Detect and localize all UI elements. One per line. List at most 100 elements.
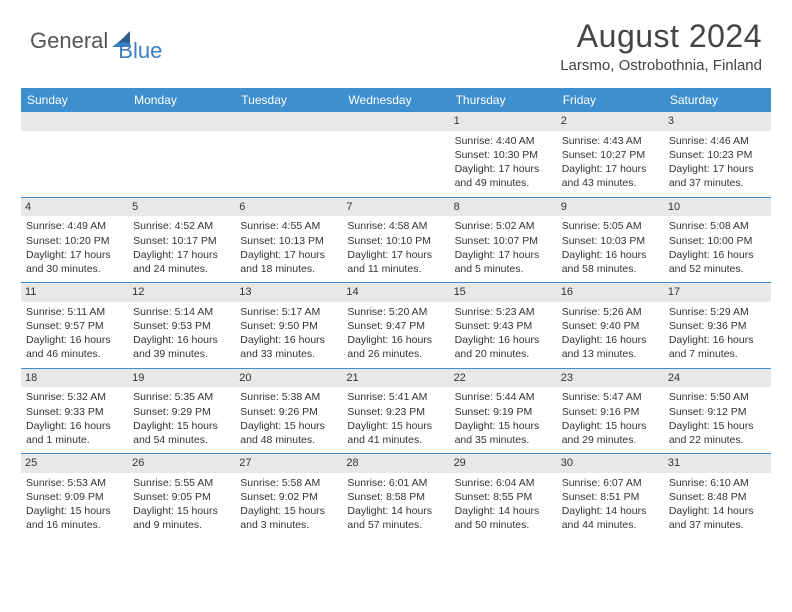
day-number bbox=[235, 112, 342, 131]
day-number: 27 bbox=[235, 454, 342, 473]
day-number bbox=[128, 112, 235, 131]
calendar-cell: 17 Sunrise: 5:29 AMSunset: 9:36 PMDayligh… bbox=[664, 283, 771, 369]
sunset-text: Sunset: 9:09 PM bbox=[26, 490, 123, 504]
daylight-text: Daylight: 16 hours and 46 minutes. bbox=[26, 333, 123, 361]
sunset-text: Sunset: 9:53 PM bbox=[133, 319, 230, 333]
sunset-text: Sunset: 9:05 PM bbox=[133, 490, 230, 504]
day-info: Sunrise: 5:58 AMSunset: 9:02 PMDaylight:… bbox=[240, 476, 337, 533]
sunrise-text: Sunrise: 5:58 AM bbox=[240, 476, 337, 490]
day-info: Sunrise: 5:55 AMSunset: 9:05 PMDaylight:… bbox=[133, 476, 230, 533]
sunset-text: Sunset: 8:51 PM bbox=[562, 490, 659, 504]
day-number: 6 bbox=[235, 198, 342, 217]
sunset-text: Sunset: 9:16 PM bbox=[562, 405, 659, 419]
calendar-week-row: 4Sunrise: 4:49 AMSunset: 10:20 PMDayligh… bbox=[21, 197, 771, 283]
sunrise-text: Sunrise: 5:55 AM bbox=[133, 476, 230, 490]
sunrise-text: Sunrise: 5:50 AM bbox=[669, 390, 766, 404]
calendar-cell: 28Sunrise: 6:01 AMSunset: 8:58 PMDayligh… bbox=[342, 454, 449, 539]
calendar-cell: 6 Sunrise: 4:55 AMSunset: 10:13 PMDayligh… bbox=[235, 197, 342, 283]
calendar-cell: 9Sunrise: 5:05 AMSunset: 10:03 PMDayligh… bbox=[557, 197, 664, 283]
calendar-week-row: 1Sunrise: 4:40 AMSunset: 10:30 PMDayligh… bbox=[21, 112, 771, 197]
daylight-text: Daylight: 16 hours and 26 minutes. bbox=[347, 333, 444, 361]
sunrise-text: Sunrise: 5:08 AM bbox=[669, 219, 766, 233]
day-info: Sunrise: 4:52 AMSunset: 10:17 PMDaylight… bbox=[133, 219, 230, 276]
day-number: 22 bbox=[450, 369, 557, 388]
sunrise-text: Sunrise: 5:26 AM bbox=[562, 305, 659, 319]
day-number: 13 bbox=[235, 283, 342, 302]
daylight-text: Daylight: 16 hours and 13 minutes. bbox=[562, 333, 659, 361]
day-number: 18 bbox=[21, 369, 128, 388]
sunrise-text: Sunrise: 6:07 AM bbox=[562, 476, 659, 490]
day-info: Sunrise: 5:35 AMSunset: 9:29 PMDaylight:… bbox=[133, 390, 230, 447]
sunset-text: Sunset: 9:57 PM bbox=[26, 319, 123, 333]
sunset-text: Sunset: 10:03 PM bbox=[562, 234, 659, 248]
day-number: 8 bbox=[450, 198, 557, 217]
day-info: Sunrise: 5:26 AMSunset: 9:40 PMDaylight:… bbox=[562, 305, 659, 362]
calendar-table: SundayMondayTuesdayWednesdayThursdayFrid… bbox=[21, 88, 771, 539]
day-info: Sunrise: 5:53 AMSunset: 9:09 PMDaylight:… bbox=[26, 476, 123, 533]
sunrise-text: Sunrise: 5:05 AM bbox=[562, 219, 659, 233]
daylight-text: Daylight: 15 hours and 35 minutes. bbox=[455, 419, 552, 447]
day-number bbox=[21, 112, 128, 131]
title-block: August 2024 Larsmo, Ostrobothnia, Finlan… bbox=[560, 18, 762, 74]
calendar-cell bbox=[235, 112, 342, 197]
sunrise-text: Sunrise: 5:44 AM bbox=[455, 390, 552, 404]
sunrise-text: Sunrise: 4:52 AM bbox=[133, 219, 230, 233]
sunrise-text: Sunrise: 4:49 AM bbox=[26, 219, 123, 233]
sunrise-text: Sunrise: 5:17 AM bbox=[240, 305, 337, 319]
page-header: General Blue August 2024 Larsmo, Ostrobo… bbox=[0, 0, 792, 82]
day-info: Sunrise: 4:43 AMSunset: 10:27 PMDaylight… bbox=[562, 134, 659, 191]
sunrise-text: Sunrise: 5:14 AM bbox=[133, 305, 230, 319]
calendar-cell: 29Sunrise: 6:04 AMSunset: 8:55 PMDayligh… bbox=[450, 454, 557, 539]
daylight-text: Daylight: 14 hours and 50 minutes. bbox=[455, 504, 552, 532]
day-info: Sunrise: 5:44 AMSunset: 9:19 PMDaylight:… bbox=[455, 390, 552, 447]
day-info: Sunrise: 6:10 AMSunset: 8:48 PMDaylight:… bbox=[669, 476, 766, 533]
logo-text-blue: Blue bbox=[118, 38, 162, 64]
sunset-text: Sunset: 10:00 PM bbox=[669, 234, 766, 248]
location-text: Larsmo, Ostrobothnia, Finland bbox=[560, 57, 762, 74]
sunset-text: Sunset: 9:36 PM bbox=[669, 319, 766, 333]
sunset-text: Sunset: 8:58 PM bbox=[347, 490, 444, 504]
calendar-cell: 7Sunrise: 4:58 AMSunset: 10:10 PMDayligh… bbox=[342, 197, 449, 283]
day-number: 28 bbox=[342, 454, 449, 473]
sunset-text: Sunset: 9:12 PM bbox=[669, 405, 766, 419]
day-number: 5 bbox=[128, 198, 235, 217]
calendar-cell: 20Sunrise: 5:38 AMSunset: 9:26 PMDayligh… bbox=[235, 368, 342, 454]
calendar-cell: 11Sunrise: 5:11 AMSunset: 9:57 PMDayligh… bbox=[21, 283, 128, 369]
weekday-header: Sunday bbox=[21, 88, 128, 112]
calendar-cell: 21 Sunrise: 5:41 AMSunset: 9:23 PMDayligh… bbox=[342, 368, 449, 454]
sunrise-text: Sunrise: 4:43 AM bbox=[562, 134, 659, 148]
day-info: Sunrise: 5:02 AMSunset: 10:07 PMDaylight… bbox=[455, 219, 552, 276]
calendar-cell: 15Sunrise: 5:23 AMSunset: 9:43 PMDayligh… bbox=[450, 283, 557, 369]
calendar-cell bbox=[342, 112, 449, 197]
calendar-cell: 23Sunrise: 5:47 AMSunset: 9:16 PMDayligh… bbox=[557, 368, 664, 454]
calendar-cell: 24Sunrise: 5:50 AMSunset: 9:12 PMDayligh… bbox=[664, 368, 771, 454]
daylight-text: Daylight: 16 hours and 58 minutes. bbox=[562, 248, 659, 276]
sunset-text: Sunset: 9:47 PM bbox=[347, 319, 444, 333]
day-info: Sunrise: 4:46 AMSunset: 10:23 PMDaylight… bbox=[669, 134, 766, 191]
day-info: Sunrise: 5:29 AMSunset: 9:36 PMDaylight:… bbox=[669, 305, 766, 362]
daylight-text: Daylight: 14 hours and 44 minutes. bbox=[562, 504, 659, 532]
sunrise-text: Sunrise: 4:55 AM bbox=[240, 219, 337, 233]
daylight-text: Daylight: 14 hours and 37 minutes. bbox=[669, 504, 766, 532]
daylight-text: Daylight: 16 hours and 7 minutes. bbox=[669, 333, 766, 361]
day-number: 10 bbox=[664, 198, 771, 217]
day-number: 21 bbox=[342, 369, 449, 388]
day-number: 2 bbox=[557, 112, 664, 131]
sunset-text: Sunset: 10:13 PM bbox=[240, 234, 337, 248]
day-number: 26 bbox=[128, 454, 235, 473]
day-info: Sunrise: 4:49 AMSunset: 10:20 PMDaylight… bbox=[26, 219, 123, 276]
daylight-text: Daylight: 17 hours and 18 minutes. bbox=[240, 248, 337, 276]
day-number: 1 bbox=[450, 112, 557, 131]
day-info: Sunrise: 5:41 AMSunset: 9:23 PMDaylight:… bbox=[347, 390, 444, 447]
day-number: 17 bbox=[664, 283, 771, 302]
sunset-text: Sunset: 9:19 PM bbox=[455, 405, 552, 419]
sunset-text: Sunset: 9:02 PM bbox=[240, 490, 337, 504]
daylight-text: Daylight: 15 hours and 3 minutes. bbox=[240, 504, 337, 532]
sunset-text: Sunset: 10:17 PM bbox=[133, 234, 230, 248]
weekday-header: Tuesday bbox=[235, 88, 342, 112]
daylight-text: Daylight: 17 hours and 30 minutes. bbox=[26, 248, 123, 276]
daylight-text: Daylight: 16 hours and 39 minutes. bbox=[133, 333, 230, 361]
daylight-text: Daylight: 17 hours and 24 minutes. bbox=[133, 248, 230, 276]
calendar-body: 1Sunrise: 4:40 AMSunset: 10:30 PMDayligh… bbox=[21, 112, 771, 539]
day-number: 11 bbox=[21, 283, 128, 302]
